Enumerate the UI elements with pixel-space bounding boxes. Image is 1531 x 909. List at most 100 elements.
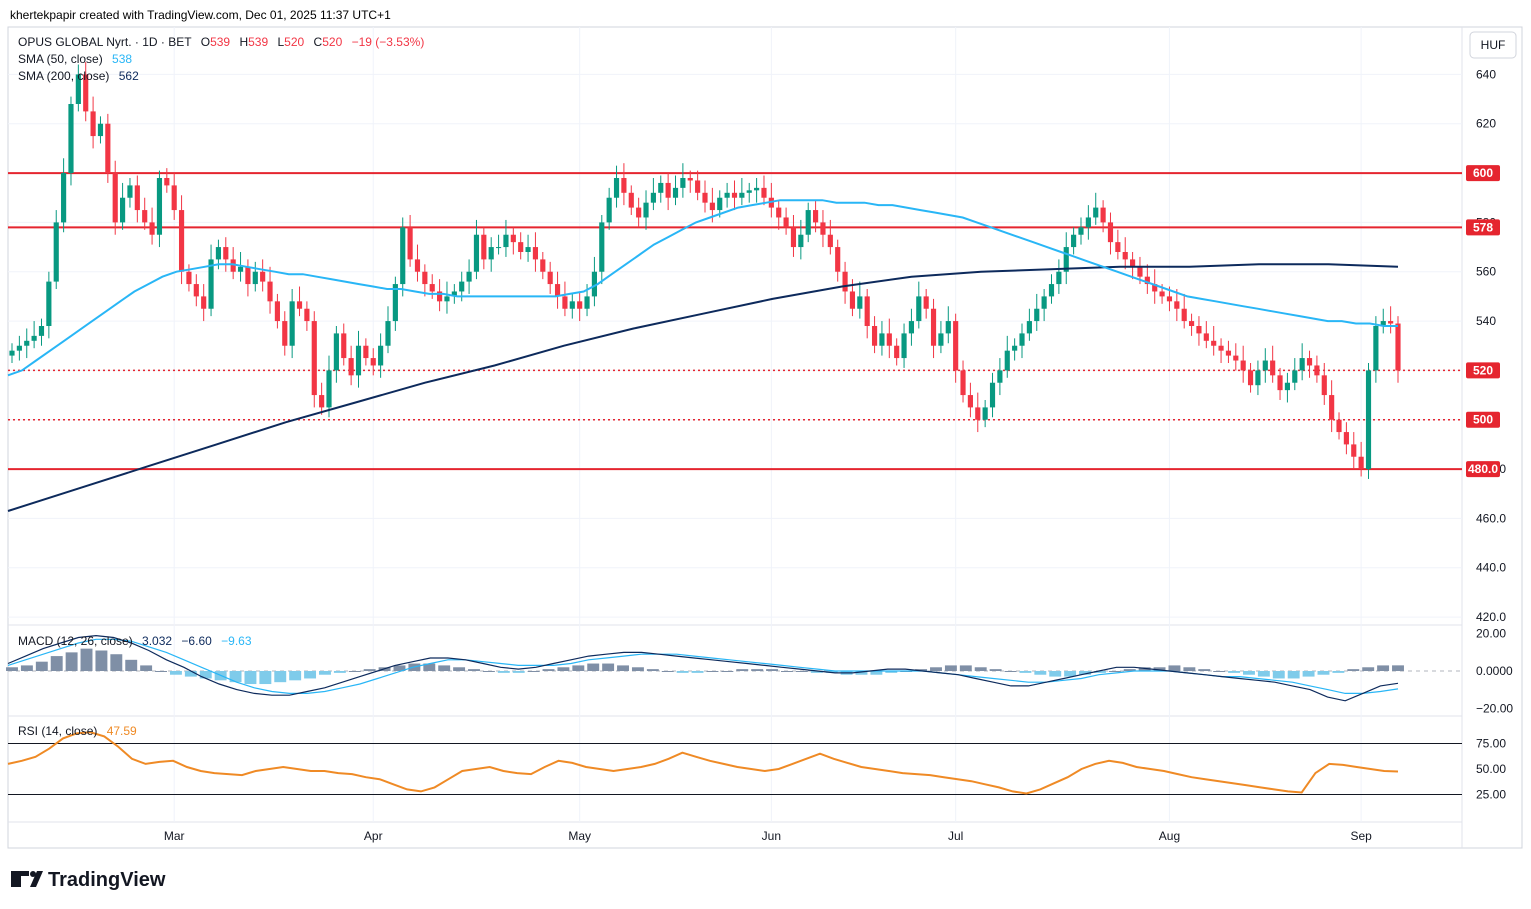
candle-body: [643, 202, 649, 218]
sma50-legend[interactable]: SMA (50, close) 538: [18, 52, 132, 66]
time-tick-sep: Sep: [1350, 829, 1372, 843]
candle-body: [518, 242, 524, 252]
candle-body: [414, 259, 421, 272]
candle-body: [274, 301, 280, 322]
macd-tick--20: −20.00: [1476, 701, 1513, 715]
sma200-legend[interactable]: SMA (200, close) 562: [18, 69, 139, 83]
high-label: H: [239, 35, 248, 49]
candle-body: [127, 185, 133, 198]
macd-hist-bar: [35, 661, 48, 671]
candle-body: [525, 247, 531, 252]
macd-hist-bar: [810, 671, 823, 673]
macd-hist-bar: [930, 667, 942, 671]
candle-body: [1211, 340, 1217, 346]
candle-body: [473, 234, 480, 272]
candle-body: [547, 271, 553, 285]
macd-hist-bar: [631, 667, 644, 671]
rsi-legend[interactable]: RSI (14, close) 47.59: [18, 724, 137, 738]
macd-hist-bar: [676, 671, 689, 673]
macd-hist-bar: [229, 671, 242, 683]
macd-hist-bar: [602, 663, 615, 671]
candle-body: [695, 180, 701, 193]
macd-hist-bar: [140, 665, 153, 671]
low-value: 520: [284, 35, 304, 49]
macd-hist-bar: [825, 671, 838, 673]
candle-body: [75, 74, 81, 104]
macd-hist-bar: [1332, 671, 1345, 673]
candle-body: [1100, 207, 1106, 223]
macd-hist-bar: [244, 671, 257, 685]
macd-hist-bar: [512, 671, 525, 673]
created-by-text: khertekpapir created with TradingView.co…: [10, 8, 391, 22]
rsi-tick-75: 75.00: [1476, 737, 1506, 751]
candle-body: [813, 210, 819, 223]
macd-hist-bar: [1019, 671, 1032, 673]
level-badge-520: 520: [1466, 362, 1500, 379]
candle-body: [260, 271, 266, 282]
macd-hist-bar: [617, 665, 629, 671]
candle-body: [687, 178, 693, 181]
macd-hist-bar: [65, 652, 78, 671]
candle-body: [923, 296, 929, 309]
candle-body: [319, 395, 325, 408]
candle-body: [754, 187, 760, 191]
candle-body: [790, 227, 797, 248]
candle-body: [171, 185, 177, 211]
candle-body: [1314, 365, 1320, 376]
macd-hist-bar: [974, 667, 987, 671]
macd-hist-bar: [646, 669, 659, 671]
currency-button[interactable]: HUF: [1469, 31, 1517, 59]
candle-body: [326, 370, 332, 408]
candle-body: [1196, 326, 1202, 334]
macd-hist-bar: [348, 671, 361, 672]
sma200-label: SMA (200, close): [18, 69, 109, 83]
price-tick-420.0: 420.0: [1476, 610, 1506, 624]
candle-body: [311, 321, 317, 396]
macd-hist-bar: [1257, 671, 1270, 677]
candle-body: [658, 182, 664, 193]
macd-legend[interactable]: MACD (12, 26, close) 3.032 −6.60 −9.63: [18, 634, 252, 648]
macd-hist-bar: [1213, 671, 1226, 672]
candle-body: [569, 301, 575, 309]
candle-body: [606, 197, 612, 223]
macd-hist-bar: [1034, 671, 1047, 675]
candle-body: [38, 326, 45, 336]
candle-body: [1365, 370, 1372, 470]
macd-hist-bar: [497, 671, 510, 673]
candle-body: [510, 234, 516, 243]
macd-tick-0: 0.0000: [1476, 664, 1513, 678]
macd-hist-bar: [1123, 669, 1136, 671]
level-badge-bg: [1466, 461, 1500, 478]
candle-body: [355, 345, 362, 376]
macd-hist-bar: [959, 665, 972, 671]
candle-body: [982, 407, 988, 420]
candle-body: [1093, 207, 1099, 218]
macd-hist-bar: [587, 663, 600, 671]
candle-body: [1336, 419, 1342, 433]
macd-hist-bar: [1317, 671, 1330, 675]
candle-body: [894, 345, 900, 359]
candle-body: [746, 190, 752, 193]
candle-body: [916, 296, 922, 322]
candle-body: [886, 333, 892, 346]
candle-body: [820, 222, 826, 235]
time-tick-apr: Apr: [364, 829, 383, 843]
candle-body: [1181, 308, 1187, 322]
symbol-legend[interactable]: OPUS GLOBAL Nyrt. · 1D · BET O539 H539 L…: [18, 35, 424, 49]
candle-body: [156, 178, 163, 235]
high-value: 539: [248, 35, 268, 49]
candle-body: [1085, 217, 1091, 228]
candle-body: [1321, 375, 1327, 396]
candle-body: [1166, 296, 1173, 302]
tradingview-logo: TradingView: [11, 869, 166, 891]
candle-body: [208, 259, 214, 309]
candle-body: [385, 321, 391, 346]
macd-hist-bar: [125, 659, 138, 671]
time-tick-aug: Aug: [1159, 829, 1180, 843]
candle-body: [871, 326, 878, 346]
candle-body: [444, 296, 450, 302]
candle-body: [731, 192, 738, 198]
candle-body: [1240, 360, 1246, 371]
candle-body: [1388, 321, 1394, 324]
candle-body: [1358, 456, 1364, 470]
